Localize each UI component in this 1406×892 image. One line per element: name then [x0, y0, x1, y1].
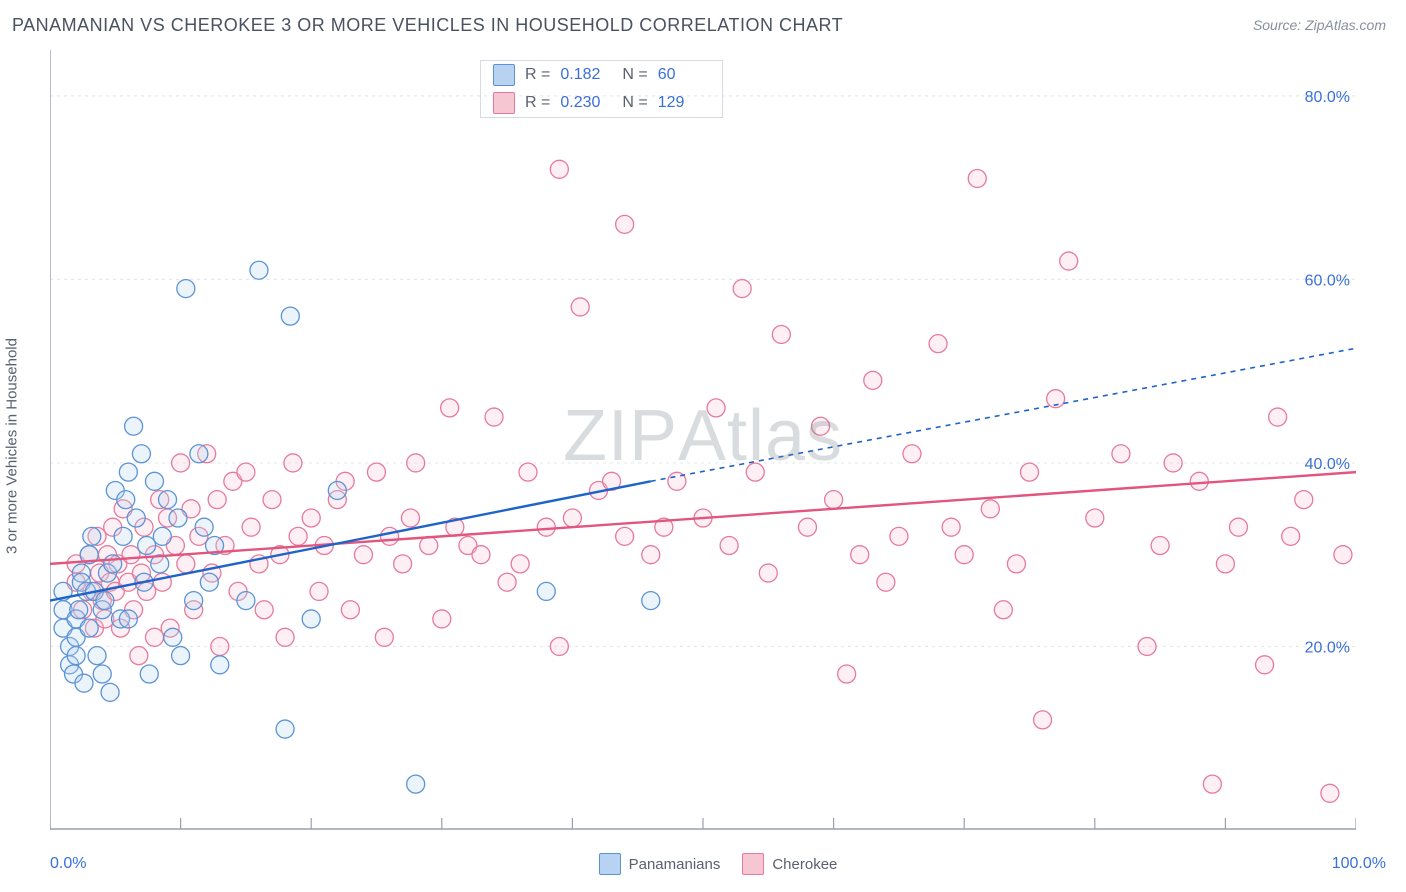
x-axis-max-label: 100.0% — [1332, 855, 1386, 873]
legend-swatch — [599, 853, 621, 875]
stat-r-value: 0.230 — [560, 94, 612, 112]
stats-legend-row: R = 0.182 N = 60 — [481, 61, 722, 89]
chart-header: PANAMANIAN VS CHEROKEE 3 OR MORE VEHICLE… — [0, 0, 1406, 50]
x-axis-bar: 0.0% Panamanians Cherokee 100.0% — [50, 844, 1386, 884]
plot-area: 20.0% 40.0% 60.0% 80.0% — [50, 50, 1356, 830]
chart-container: PANAMANIAN VS CHEROKEE 3 OR MORE VEHICLE… — [0, 0, 1406, 892]
legend-item: Panamanians — [599, 853, 721, 875]
y-axis-title: 3 or more Vehicles in Household — [4, 338, 21, 554]
scatter-plot-svg: 20.0% 40.0% 60.0% 80.0% — [50, 50, 1356, 830]
legend-swatch — [742, 853, 764, 875]
legend-label: Cherokee — [772, 856, 837, 873]
svg-text:20.0%: 20.0% — [1305, 639, 1350, 656]
stat-n-value: 129 — [658, 94, 710, 112]
stat-n-value: 60 — [658, 66, 710, 84]
source-label: Source: ZipAtlas.com — [1253, 17, 1386, 33]
svg-text:60.0%: 60.0% — [1305, 272, 1350, 289]
stat-r-label: R = — [525, 94, 550, 112]
svg-text:40.0%: 40.0% — [1305, 456, 1350, 473]
x-axis-min-label: 0.0% — [50, 855, 86, 873]
series-legend: Panamanians Cherokee — [599, 853, 838, 875]
stats-legend-row: R = 0.230 N = 129 — [481, 89, 722, 117]
stat-r-value: 0.182 — [560, 66, 612, 84]
legend-swatch — [493, 64, 515, 86]
svg-text:80.0%: 80.0% — [1305, 89, 1350, 106]
legend-item: Cherokee — [742, 853, 837, 875]
stats-legend: R = 0.182 N = 60 R = 0.230 N = 129 — [480, 60, 723, 118]
stat-n-label: N = — [622, 66, 647, 84]
stat-n-label: N = — [622, 94, 647, 112]
legend-swatch — [493, 92, 515, 114]
stat-r-label: R = — [525, 66, 550, 84]
chart-title: PANAMANIAN VS CHEROKEE 3 OR MORE VEHICLE… — [12, 15, 843, 36]
legend-label: Panamanians — [629, 856, 721, 873]
